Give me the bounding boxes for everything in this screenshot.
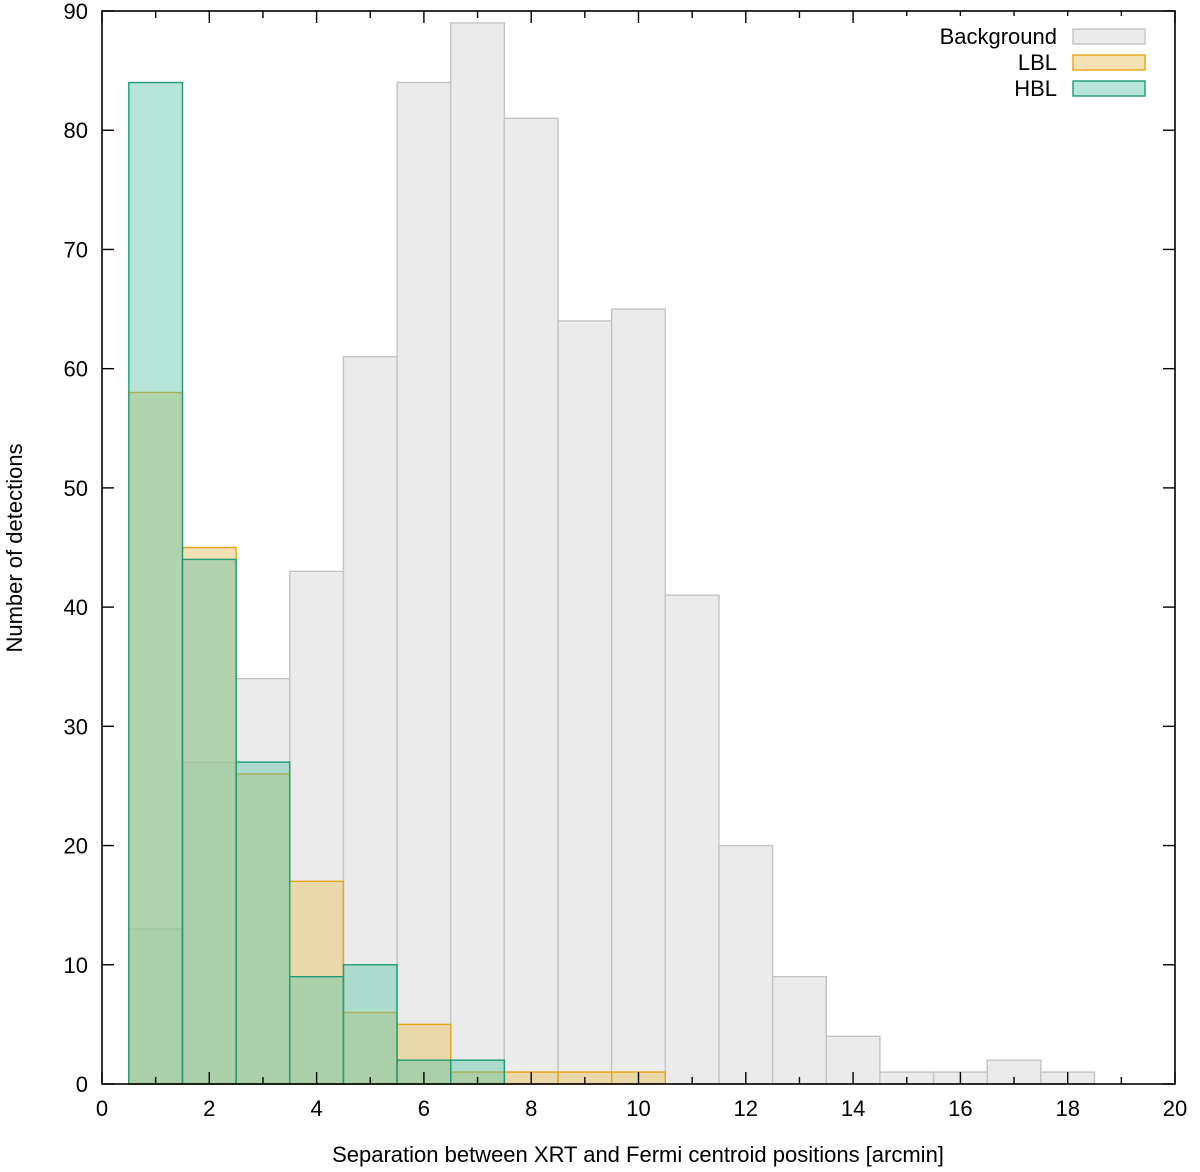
y-tick-label: 40 <box>64 595 88 620</box>
y-tick-label: 70 <box>64 237 88 262</box>
y-axis-title: Number of detections <box>2 443 27 652</box>
axis-ticks: 0 2 4 6 8 10 12 14 16 18 20 0 10 20 30 40 50 60 70 80 90 <box>64 0 1188 1121</box>
bar-lbl-3 <box>235 773 291 1085</box>
y-tick-label: 20 <box>64 834 88 859</box>
bar-background-9 <box>557 320 613 1085</box>
bar-hbl-3 <box>235 761 291 1085</box>
x-tick-label: 2 <box>203 1096 215 1121</box>
bar-lbl-4 <box>289 880 345 1085</box>
y-tick-label: 10 <box>64 953 88 978</box>
bars-layer <box>128 22 1096 1085</box>
legend-label-lbl: LBL <box>1018 50 1057 75</box>
bar-background-7 <box>450 22 506 1085</box>
bar-hbl-4 <box>289 976 345 1085</box>
x-tick-label: 6 <box>418 1096 430 1121</box>
x-tick-label: 0 <box>96 1096 108 1121</box>
bar-background-12 <box>718 844 774 1085</box>
x-tick-label: 16 <box>948 1096 972 1121</box>
y-tick-label: 80 <box>64 118 88 143</box>
bar-hbl-2 <box>181 558 237 1085</box>
bar-lbl-5 <box>342 1011 398 1085</box>
x-tick-label: 12 <box>734 1096 758 1121</box>
legend-label-background: Background <box>940 24 1057 49</box>
bar-background-6 <box>396 81 452 1085</box>
bar-lbl-2 <box>181 546 237 1085</box>
bar-hbl-5 <box>342 964 398 1085</box>
bar-background-10 <box>610 308 667 1085</box>
bar-lbl-1 <box>128 391 184 1085</box>
bar-background-13 <box>771 976 827 1085</box>
legend-swatch-lbl <box>1072 54 1146 71</box>
bar-background-11 <box>664 594 720 1085</box>
legend-label-hbl: HBL <box>1014 76 1057 101</box>
x-axis-title: Separation between XRT and Fermi centroi… <box>332 1142 944 1167</box>
x-tick-label: 4 <box>310 1096 322 1121</box>
x-tick-label: 8 <box>525 1096 537 1121</box>
bar-background-8 <box>503 117 559 1085</box>
y-tick-label: 0 <box>76 1072 88 1097</box>
x-tick-label: 10 <box>626 1096 650 1121</box>
bar-hbl-1 <box>128 81 184 1085</box>
legend-swatch-background <box>1072 28 1146 45</box>
x-tick-label: 18 <box>1055 1096 1079 1121</box>
x-tick-label: 14 <box>841 1096 865 1121</box>
x-tick-label: 20 <box>1163 1096 1187 1121</box>
y-tick-label: 90 <box>64 0 88 24</box>
y-tick-label: 30 <box>64 714 88 739</box>
y-tick-label: 50 <box>64 476 88 501</box>
legend-swatch-hbl <box>1072 80 1146 97</box>
y-tick-label: 60 <box>64 357 88 382</box>
